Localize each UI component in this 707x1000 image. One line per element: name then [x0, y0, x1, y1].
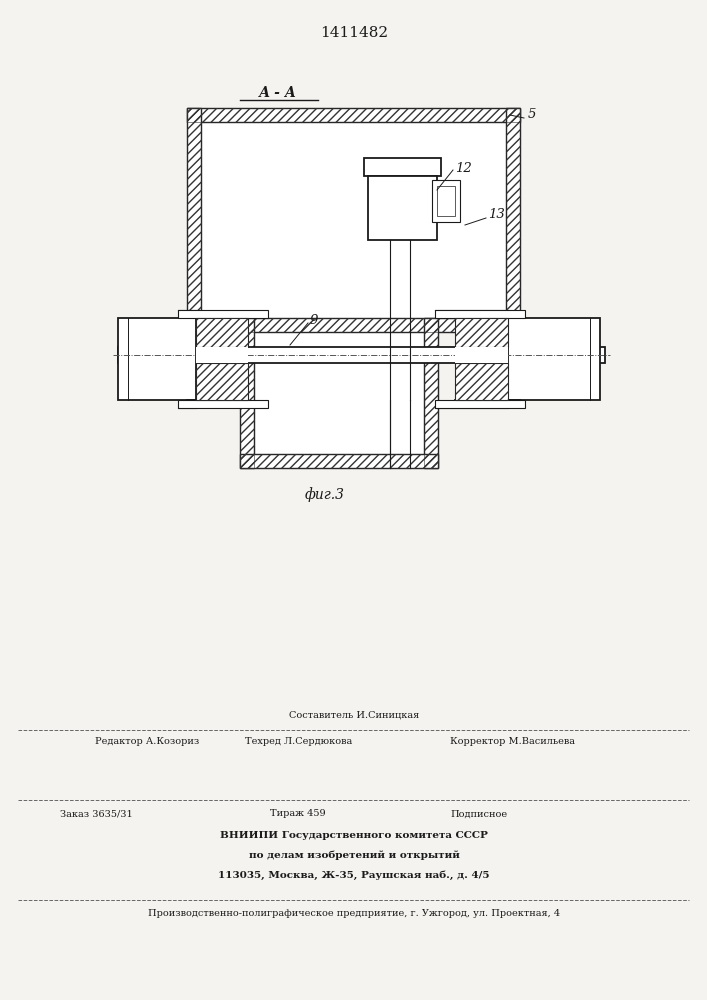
Bar: [240, 454, 438, 468]
Text: 9: 9: [310, 314, 318, 326]
Text: А - А: А - А: [259, 86, 297, 100]
Text: Составитель И.Синицкая: Составитель И.Синицкая: [289, 710, 419, 720]
Bar: [201, 122, 506, 318]
Bar: [118, 347, 605, 363]
Text: 5: 5: [528, 108, 537, 121]
Bar: [506, 108, 520, 332]
Bar: [424, 318, 438, 468]
Bar: [118, 318, 196, 400]
Text: фиг.3: фиг.3: [305, 488, 345, 502]
Text: Заказ 3635/31: Заказ 3635/31: [60, 810, 133, 818]
Bar: [240, 318, 254, 468]
Bar: [178, 310, 268, 318]
Bar: [254, 318, 424, 454]
Bar: [240, 454, 438, 468]
Bar: [435, 400, 525, 408]
Text: Корректор М.Васильева: Корректор М.Васильева: [450, 738, 575, 746]
Text: Редактор А.Козориз: Редактор А.Козориз: [95, 738, 199, 746]
Text: Тираж 459: Тираж 459: [270, 810, 326, 818]
Text: Техред Л.Сердюкова: Техред Л.Сердюкова: [245, 738, 352, 746]
Bar: [435, 310, 525, 318]
Bar: [455, 347, 508, 363]
Bar: [187, 318, 520, 332]
Text: Подписное: Подписное: [450, 810, 507, 818]
Bar: [196, 363, 248, 400]
Bar: [187, 318, 520, 332]
Bar: [455, 363, 508, 400]
Bar: [506, 108, 520, 332]
Bar: [196, 347, 248, 363]
Bar: [508, 318, 600, 400]
Bar: [455, 318, 508, 347]
Text: Производственно-полиграфическое предприятие, г. Ужгород, ул. Проектная, 4: Производственно-полиграфическое предприя…: [148, 908, 560, 918]
Bar: [187, 108, 201, 332]
Bar: [364, 158, 441, 176]
Text: 12: 12: [455, 161, 472, 174]
Bar: [187, 108, 520, 122]
Bar: [455, 363, 508, 400]
Bar: [196, 363, 248, 400]
Bar: [432, 180, 460, 222]
Bar: [187, 108, 520, 122]
Text: 113035, Москва, Ж-35, Раушская наб., д. 4/5: 113035, Москва, Ж-35, Раушская наб., д. …: [218, 870, 490, 880]
Bar: [240, 318, 254, 468]
Bar: [368, 176, 437, 240]
Text: ВНИИПИ Государственного комитета СССР: ВНИИПИ Государственного комитета СССР: [220, 830, 488, 840]
Bar: [178, 400, 268, 408]
Text: 1411482: 1411482: [320, 26, 388, 40]
Bar: [196, 318, 248, 347]
Bar: [424, 318, 438, 468]
Bar: [187, 108, 201, 332]
Bar: [196, 318, 248, 347]
Text: по делам изобретений и открытий: по делам изобретений и открытий: [249, 850, 460, 860]
Bar: [455, 318, 508, 347]
Bar: [437, 186, 455, 216]
Text: 13: 13: [488, 209, 505, 222]
